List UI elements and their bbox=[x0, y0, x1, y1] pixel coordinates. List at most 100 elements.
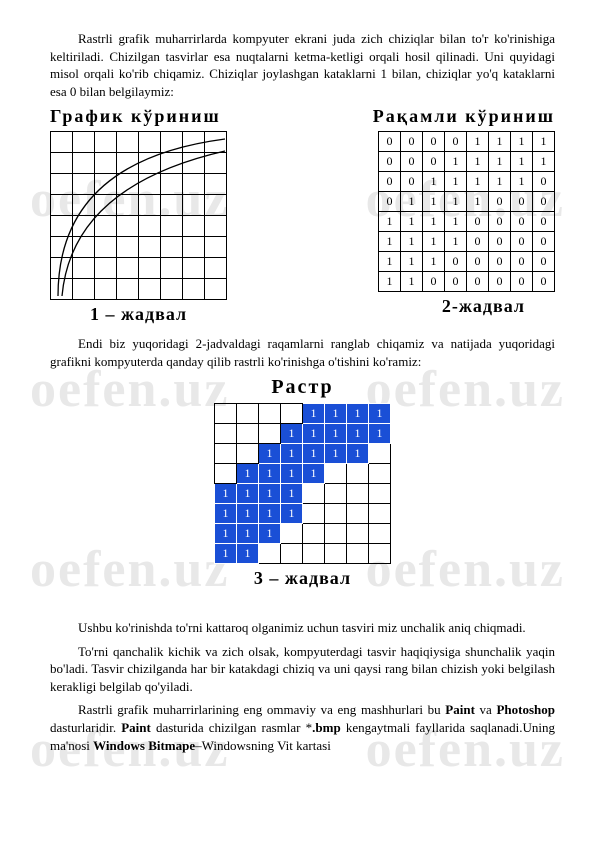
number-cell: 1 bbox=[445, 192, 467, 212]
raster-cell bbox=[237, 444, 259, 464]
number-cell: 1 bbox=[423, 232, 445, 252]
jadval3-caption: 3 – жадвал bbox=[254, 568, 351, 589]
number-cell: 1 bbox=[445, 172, 467, 192]
number-cell: 1 bbox=[401, 192, 423, 212]
raster-cell: 1 bbox=[237, 484, 259, 504]
raster-cell bbox=[281, 544, 303, 564]
number-cell: 1 bbox=[533, 152, 555, 172]
number-cell: 0 bbox=[533, 172, 555, 192]
raster-cell: 1 bbox=[325, 444, 347, 464]
number-cell: 0 bbox=[379, 152, 401, 172]
number-cell: 1 bbox=[423, 192, 445, 212]
raster-cell: 1 bbox=[215, 504, 237, 524]
raster-cell: 1 bbox=[347, 444, 369, 464]
number-cell: 0 bbox=[533, 232, 555, 252]
number-cell: 0 bbox=[467, 272, 489, 292]
raster-cell bbox=[347, 544, 369, 564]
raster-cell: 1 bbox=[303, 464, 325, 484]
raster-cell: 1 bbox=[281, 424, 303, 444]
number-cell: 0 bbox=[489, 212, 511, 232]
raster-cell: 1 bbox=[259, 444, 281, 464]
raster-cell: 1 bbox=[281, 504, 303, 524]
number-cell: 0 bbox=[379, 192, 401, 212]
raster-cell bbox=[259, 544, 281, 564]
number-cell: 0 bbox=[489, 192, 511, 212]
p4-end: –Windowsning Vit kartasi bbox=[195, 738, 331, 753]
p4-paint: Paint bbox=[445, 702, 475, 717]
raster-cell bbox=[303, 484, 325, 504]
number-cell: 0 bbox=[511, 212, 533, 232]
raster-cell bbox=[281, 404, 303, 424]
raster-cell bbox=[237, 404, 259, 424]
number-cell: 0 bbox=[533, 192, 555, 212]
raster-cell: 1 bbox=[237, 504, 259, 524]
jadval2-caption: 2-жадвал bbox=[442, 296, 525, 317]
number-cell: 1 bbox=[445, 152, 467, 172]
number-cell: 0 bbox=[511, 192, 533, 212]
number-grid: 0000111100011111001111100111100011110000… bbox=[378, 131, 555, 292]
number-cell: 1 bbox=[489, 152, 511, 172]
number-cell: 1 bbox=[445, 232, 467, 252]
number-cell: 1 bbox=[511, 172, 533, 192]
number-cell: 1 bbox=[379, 212, 401, 232]
raster-cell bbox=[237, 424, 259, 444]
number-cell: 0 bbox=[511, 272, 533, 292]
raster-cell bbox=[303, 504, 325, 524]
number-cell: 1 bbox=[379, 252, 401, 272]
number-cell: 0 bbox=[423, 272, 445, 292]
paragraph-4: Rastrli grafik muharrirlarining eng omma… bbox=[50, 701, 555, 754]
number-cell: 1 bbox=[379, 232, 401, 252]
raster-cell: 1 bbox=[369, 424, 391, 444]
raster-cell bbox=[347, 524, 369, 544]
number-cell: 0 bbox=[511, 252, 533, 272]
number-cell: 1 bbox=[467, 152, 489, 172]
raster-cell: 1 bbox=[215, 524, 237, 544]
number-cell: 1 bbox=[489, 132, 511, 152]
number-cell: 1 bbox=[467, 132, 489, 152]
number-cell: 1 bbox=[489, 172, 511, 192]
paragraph-3a: Ushbu ko'rinishda to'rni kattaroq olgani… bbox=[50, 619, 555, 637]
raster-cell: 1 bbox=[281, 444, 303, 464]
raster-cell: 1 bbox=[281, 484, 303, 504]
number-cell: 0 bbox=[401, 152, 423, 172]
number-cell: 1 bbox=[401, 252, 423, 272]
number-cell: 1 bbox=[379, 272, 401, 292]
raster-cell: 1 bbox=[259, 504, 281, 524]
raster-cell bbox=[325, 544, 347, 564]
number-cell: 0 bbox=[489, 232, 511, 252]
p4-mid2: dasturlaridir. bbox=[50, 720, 121, 735]
raster-cell bbox=[369, 444, 391, 464]
raster-cell bbox=[369, 484, 391, 504]
p4-wb: Windows Bitmape bbox=[93, 738, 195, 753]
number-cell: 1 bbox=[401, 272, 423, 292]
number-cell: 1 bbox=[467, 192, 489, 212]
raster-cell bbox=[347, 464, 369, 484]
raster-cell: 1 bbox=[215, 544, 237, 564]
raster-cell bbox=[259, 424, 281, 444]
grafik-title: График кўриниш bbox=[50, 106, 221, 127]
jadval1-caption: 1 – жадвал bbox=[90, 304, 187, 325]
number-cell: 0 bbox=[533, 272, 555, 292]
number-cell: 0 bbox=[401, 172, 423, 192]
raster-grid: 1111111111111111111111111111111 bbox=[214, 403, 391, 564]
raster-cell: 1 bbox=[237, 544, 259, 564]
raster-cell bbox=[347, 504, 369, 524]
p4-bmp: .bmp bbox=[312, 720, 341, 735]
raster-cell bbox=[259, 404, 281, 424]
number-cell: 1 bbox=[533, 132, 555, 152]
raster-cell: 1 bbox=[369, 404, 391, 424]
number-cell: 1 bbox=[423, 172, 445, 192]
raster-cell: 1 bbox=[259, 524, 281, 544]
number-cell: 0 bbox=[445, 252, 467, 272]
number-cell: 0 bbox=[511, 232, 533, 252]
number-cell: 0 bbox=[489, 252, 511, 272]
number-cell: 0 bbox=[379, 132, 401, 152]
raqamli-title: Рақамли кўриниш bbox=[373, 106, 555, 127]
number-cell: 1 bbox=[467, 172, 489, 192]
p4-mid1: va bbox=[475, 702, 497, 717]
paragraph-2: Endi biz yuqoridagi 2-jadvaldagi raqamla… bbox=[50, 335, 555, 370]
grafik-grid bbox=[50, 131, 227, 300]
raster-cell: 1 bbox=[325, 424, 347, 444]
raster-cell bbox=[347, 484, 369, 504]
raster-cell: 1 bbox=[303, 404, 325, 424]
